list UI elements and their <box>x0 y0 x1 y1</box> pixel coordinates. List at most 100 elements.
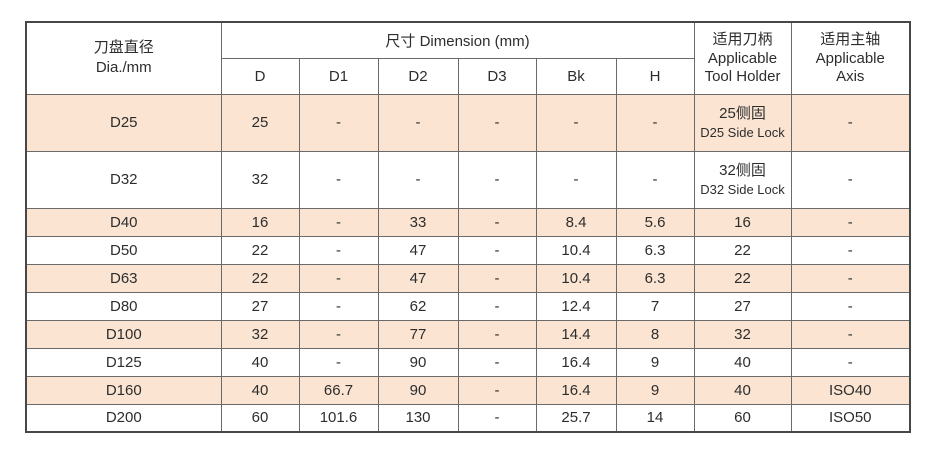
header-dimension: 尺寸 Dimension (mm) <box>220 21 695 59</box>
cell-d1: - <box>298 235 379 265</box>
cell-d3: - <box>457 403 537 433</box>
cell-d2: 90 <box>377 375 459 405</box>
header-applicable-axis-en2: Axis <box>836 68 865 86</box>
table-row-d125: D125 40-90-16.4 9 40- <box>25 347 911 377</box>
holder-line-zh: 25侧固 <box>719 104 766 122</box>
table-body: D25 25- - - - -25侧固 D25 Side Lock - D32 32- - - - -32… <box>25 93 911 433</box>
header-row-1: 刀盘直径 Dia./mm 尺寸 Dimension (mm) 适用刀柄 Appl… <box>25 21 911 95</box>
cell-d1: - <box>298 207 379 237</box>
cell-holder: 32 <box>693 319 792 349</box>
cell-d: 32 <box>220 150 300 209</box>
cell-d3: - <box>457 235 537 265</box>
cell-d2: 47 <box>377 235 459 265</box>
subheader-d3: D3 <box>457 57 537 95</box>
cell-d1: - <box>298 291 379 321</box>
header-tool-holder: 适用刀柄 Applicable Tool Holder <box>693 21 792 95</box>
cell-d3: - <box>457 319 537 349</box>
cell-d: 22 <box>220 263 300 293</box>
cell-holder: 22 <box>693 263 792 293</box>
cell-h: 5.6 <box>615 207 695 237</box>
cell-dia: D100 <box>25 319 222 349</box>
table-row-d50: D50 22-47-10.4 6.3 22- <box>25 235 911 265</box>
cell-h: 6.3 <box>615 235 695 265</box>
cell-holder: 40 <box>693 347 792 377</box>
cell-d1: - <box>298 150 379 209</box>
holder-line-en: D25 Side Lock <box>700 124 785 140</box>
cell-holder: 40 <box>693 375 792 405</box>
header-cutter-diameter-zh: 刀盘直径 <box>93 39 154 57</box>
cell-bk: 14.4 <box>535 319 617 349</box>
cell-axis: ISO40 <box>790 375 911 405</box>
cell-bk: 10.4 <box>535 263 617 293</box>
table-row-d200: D200 60 101.6 130-25.7 14 60 ISO50 <box>25 403 911 433</box>
table-header: 刀盘直径 Dia./mm 尺寸 Dimension (mm) 适用刀柄 Appl… <box>25 21 911 95</box>
cell-d: 60 <box>220 403 300 433</box>
holder-line-zh: 32侧固 <box>719 161 766 179</box>
cell-d2: - <box>377 150 459 209</box>
cell-d1: - <box>298 319 379 349</box>
header-cutter-diameter: 刀盘直径 Dia./mm <box>25 21 222 95</box>
cell-h: 6.3 <box>615 263 695 293</box>
table-row-d25: D25 25- - - - -25侧固 D25 Side Lock - <box>25 93 911 152</box>
cell-d: 40 <box>220 347 300 377</box>
cell-d1: 66.7 <box>298 375 379 405</box>
cell-d: 25 <box>220 93 300 152</box>
cell-h: 9 <box>615 375 695 405</box>
cell-d3: - <box>457 375 537 405</box>
cell-holder: 16 <box>693 207 792 237</box>
cell-axis: - <box>790 319 911 349</box>
cell-d: 16 <box>220 207 300 237</box>
holder-line-en: D32 Side Lock <box>700 181 785 197</box>
header-cutter-diameter-en: Dia./mm <box>95 59 152 77</box>
header-tool-holder-en1: Applicable <box>707 50 778 68</box>
header-tool-holder-zh: 适用刀柄 <box>712 31 773 49</box>
cell-d: 32 <box>220 319 300 349</box>
cell-axis: - <box>790 291 911 321</box>
cell-holder: 27 <box>693 291 792 321</box>
cell-d1: 101.6 <box>298 403 379 433</box>
cell-axis: - <box>790 150 911 209</box>
cell-h: 8 <box>615 319 695 349</box>
table-row-d40: D40 16-33-8.4 5.6 16- <box>25 207 911 237</box>
cell-d1: - <box>298 347 379 377</box>
cell-dia: D32 <box>25 150 222 209</box>
cell-d3: - <box>457 291 537 321</box>
cell-axis: ISO50 <box>790 403 911 433</box>
cell-dia: D200 <box>25 403 222 433</box>
header-applicable-axis-en1: Applicable <box>815 50 885 68</box>
cell-axis: - <box>790 93 911 152</box>
subheader-d2: D2 <box>377 57 459 95</box>
cell-d3: - <box>457 347 537 377</box>
cell-d2: 90 <box>377 347 459 377</box>
header-row-2: D D1 D2 D3 Bk H <box>26 57 910 95</box>
cell-d: 40 <box>220 375 300 405</box>
subheader-bk: Bk <box>535 57 617 95</box>
cell-axis: - <box>790 207 911 237</box>
cell-axis: - <box>790 347 911 377</box>
cell-holder: 25侧固 D25 Side Lock <box>693 93 792 152</box>
cell-bk: 12.4 <box>535 291 617 321</box>
cell-d1: - <box>298 93 379 152</box>
cell-bk: 16.4 <box>535 347 617 377</box>
cell-bk: - <box>535 93 617 152</box>
header-tool-holder-en2: Tool Holder <box>704 68 781 86</box>
cell-holder: 60 <box>693 403 792 433</box>
cell-d2: 130 <box>377 403 459 433</box>
cell-bk: 16.4 <box>535 375 617 405</box>
cell-d2: 62 <box>377 291 459 321</box>
table-row-d32: D32 32- - - - -32侧固 D32 Side Lock - <box>25 150 911 209</box>
header-applicable-axis: 适用主轴 Applicable Axis <box>790 21 911 95</box>
cell-axis: - <box>790 235 911 265</box>
cell-bk: 10.4 <box>535 235 617 265</box>
cell-d: 27 <box>220 291 300 321</box>
cell-axis: - <box>790 263 911 293</box>
cutter-dimension-table: 刀盘直径 Dia./mm 尺寸 Dimension (mm) 适用刀柄 Appl… <box>25 21 911 433</box>
cell-d: 22 <box>220 235 300 265</box>
subheader-d1: D1 <box>298 57 379 95</box>
table-row-d80: D80 27-62-12.4 7 27- <box>25 291 911 321</box>
cell-h: 7 <box>615 291 695 321</box>
cell-holder: 32侧固 D32 Side Lock <box>693 150 792 209</box>
cell-h: - <box>615 150 695 209</box>
cell-dia: D40 <box>25 207 222 237</box>
